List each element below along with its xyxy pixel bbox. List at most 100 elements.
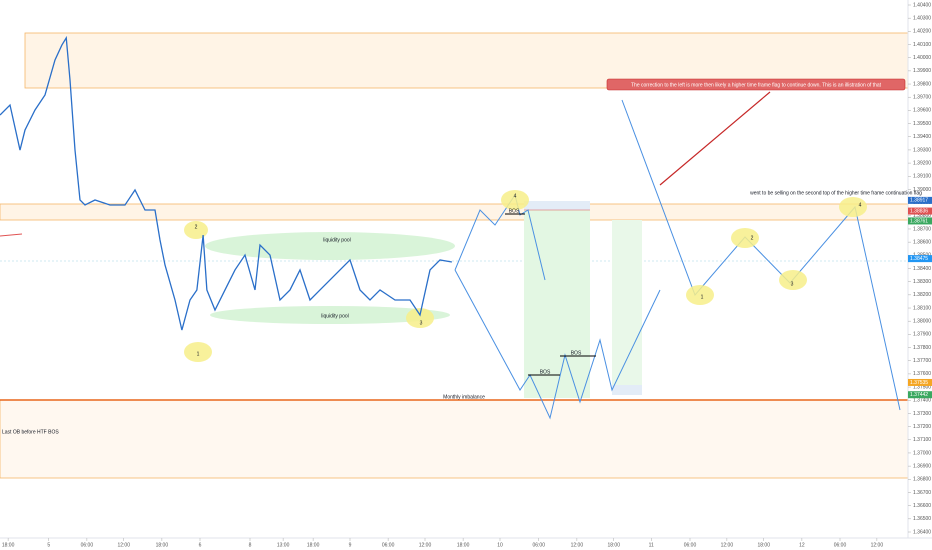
y-tick-label: 1.39900: [913, 68, 931, 74]
y-tick-label: 1.40200: [913, 29, 931, 35]
point-label: 3: [420, 320, 423, 326]
sell-note: went to be selling on the second top of …: [750, 190, 922, 196]
x-tick-label: 18:00: [2, 542, 15, 548]
y-tick-label: 1.38800: [913, 213, 931, 219]
x-tick-label: 18:00: [457, 542, 470, 548]
y-tick-label: 1.39600: [913, 108, 931, 114]
flag-zone: [0, 203, 909, 221]
x-tick-label: 06:00: [81, 542, 94, 548]
projection-path: [454, 269, 661, 420]
y-tick-label: 1.36600: [913, 503, 931, 509]
price-badge: [908, 217, 932, 225]
y-tick-label: 1.38700: [913, 226, 931, 232]
y-tick-label: 1.36800: [913, 477, 931, 483]
x-tick-label: 11: [649, 542, 654, 548]
note-box: [606, 78, 906, 91]
x-tick-label: 18:00: [607, 542, 620, 548]
price-badge: [908, 196, 932, 204]
y-tick-label: 1.36500: [913, 516, 931, 522]
liquidity-ellipse: [210, 306, 450, 324]
y-tick-label: 1.37100: [913, 437, 931, 443]
y-tick-label: 1.36400: [913, 529, 931, 535]
point-label: 1: [197, 351, 200, 357]
price-badge-label: 1.37535: [910, 380, 928, 386]
y-tick-label: 1.39800: [913, 81, 931, 87]
y-tick-label: 1.38100: [913, 305, 931, 311]
y-tick-label: 1.39000: [913, 187, 931, 193]
position-stop: [612, 385, 642, 395]
x-tick-label: 18:00: [307, 542, 320, 548]
x-tick-label: 5: [47, 542, 50, 548]
price-badge: [908, 391, 932, 399]
bos-label: BOS: [509, 208, 520, 214]
price-badge-label: 1.38761: [910, 218, 928, 224]
x-tick-label: 10: [497, 542, 503, 548]
y-tick-label: 1.36700: [913, 490, 931, 496]
imbalance-label: Monthly imbalance: [443, 394, 485, 400]
x-tick-label: 9: [349, 542, 352, 548]
y-tick-label: 1.37600: [913, 371, 931, 377]
price-badge-label: 1.38917: [910, 198, 928, 204]
y-tick-label: 1.37400: [913, 398, 931, 404]
x-tick-label: 06:00: [834, 542, 847, 548]
projection-path: [621, 99, 901, 411]
x-tick-label: 12:00: [721, 542, 734, 548]
y-tick-label: 1.39100: [913, 174, 931, 180]
x-tick-label: 13:00: [277, 542, 290, 548]
x-tick-label: 18:00: [757, 542, 770, 548]
price-badge-label: 1.37442: [910, 392, 928, 398]
price-badge: [908, 207, 932, 215]
x-tick-label: 12:00: [419, 542, 432, 548]
level-line: [0, 233, 23, 237]
y-tick-label: 1.37200: [913, 424, 931, 430]
x-tick-label: 12:00: [571, 542, 584, 548]
x-tick-label: 8: [249, 542, 252, 548]
liquidity-label: liquidity pool: [323, 237, 351, 243]
point-label: 1: [701, 294, 704, 300]
liquidity-ellipse: [205, 232, 455, 260]
x-tick-label: 12:00: [871, 542, 884, 548]
y-tick-label: 1.37500: [913, 384, 931, 390]
y-tick-label: 1.37900: [913, 332, 931, 338]
y-tick-label: 1.40100: [913, 42, 931, 48]
point-label: 4: [514, 193, 517, 199]
y-tick-label: 1.39400: [913, 134, 931, 140]
y-tick-label: 1.37700: [913, 358, 931, 364]
order-block-zone: [0, 399, 909, 479]
price-badge-label: 1.38475: [910, 256, 928, 262]
y-tick-label: 1.40300: [913, 16, 931, 22]
x-tick-label: 12: [799, 542, 805, 548]
long-position: [612, 220, 642, 385]
y-tick-label: 1.37300: [913, 411, 931, 417]
point-label: 2: [751, 235, 754, 241]
x-tick-label: 06:00: [684, 542, 697, 548]
y-tick-label: 1.38400: [913, 266, 931, 272]
y-tick-label: 1.38600: [913, 239, 931, 245]
point-markers: [184, 190, 867, 362]
price-badge-label: 1.38836: [910, 208, 928, 214]
ob-label: Last OB before HTF BOS: [2, 429, 59, 435]
y-tick-label: 1.39500: [913, 121, 931, 127]
y-tick-label: 1.38000: [913, 319, 931, 325]
bos-label: BOS: [540, 369, 551, 375]
x-tick-label: 18:00: [156, 542, 169, 548]
arrow-line: [659, 91, 771, 186]
y-tick-label: 1.38300: [913, 279, 931, 285]
y-tick-label: 1.39300: [913, 147, 931, 153]
x-tick-label: 6: [199, 542, 202, 548]
y-tick-label: 1.36900: [913, 463, 931, 469]
x-tick-label: 06:00: [382, 542, 395, 548]
point-label: 3: [791, 281, 794, 287]
price-line: [0, 35, 452, 331]
liquidity-label: liquidity pool: [321, 313, 349, 319]
note: The correction to the left is more then …: [631, 82, 882, 88]
bos-label: BOS: [571, 350, 582, 356]
point-label: 4: [859, 202, 862, 208]
price-badge: [908, 255, 932, 263]
x-tick-label: 12:00: [117, 542, 130, 548]
y-tick-label: 1.37800: [913, 345, 931, 351]
position-stop: [524, 201, 590, 210]
point-label: 2: [195, 224, 198, 230]
y-tick-label: 1.40400: [913, 2, 931, 8]
